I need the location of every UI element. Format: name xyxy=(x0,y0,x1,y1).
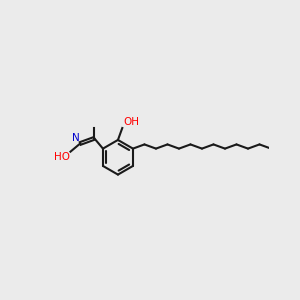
Text: OH: OH xyxy=(123,117,140,127)
Text: N: N xyxy=(72,133,80,143)
Text: HO: HO xyxy=(54,152,70,162)
